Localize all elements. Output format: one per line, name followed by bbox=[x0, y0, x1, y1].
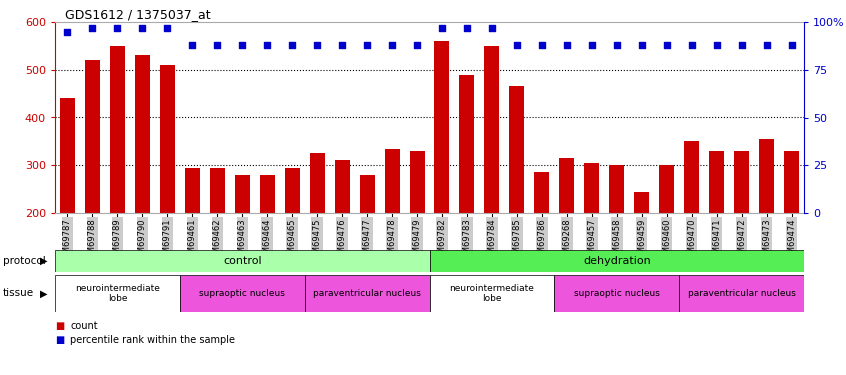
Point bbox=[435, 25, 448, 31]
Bar bbox=[535, 172, 549, 213]
Bar bbox=[409, 151, 425, 213]
Text: neurointermediate
lobe: neurointermediate lobe bbox=[75, 284, 160, 303]
Point bbox=[460, 25, 474, 31]
Point bbox=[510, 42, 524, 48]
Point bbox=[635, 42, 649, 48]
Bar bbox=[485, 46, 499, 213]
Point bbox=[560, 42, 574, 48]
Bar bbox=[310, 153, 325, 213]
Text: percentile rank within the sample: percentile rank within the sample bbox=[70, 335, 235, 345]
Point bbox=[261, 42, 274, 48]
Bar bbox=[609, 165, 624, 213]
Point bbox=[585, 42, 599, 48]
Bar bbox=[110, 46, 125, 213]
Bar bbox=[509, 87, 525, 213]
Point bbox=[535, 42, 548, 48]
Point bbox=[685, 42, 699, 48]
Text: paraventricular nucleus: paraventricular nucleus bbox=[313, 289, 421, 298]
Point bbox=[235, 42, 249, 48]
Point bbox=[310, 42, 324, 48]
Bar bbox=[734, 151, 749, 213]
Point bbox=[360, 42, 374, 48]
Bar bbox=[430, 275, 554, 312]
Text: ▶: ▶ bbox=[41, 288, 47, 298]
Bar bbox=[709, 151, 724, 213]
Bar bbox=[135, 56, 150, 213]
Bar bbox=[784, 151, 799, 213]
Text: ■: ■ bbox=[55, 335, 64, 345]
Bar bbox=[684, 141, 699, 213]
Point bbox=[285, 42, 299, 48]
Point bbox=[111, 25, 124, 31]
Text: GDS1612 / 1375037_at: GDS1612 / 1375037_at bbox=[65, 8, 211, 21]
Bar bbox=[210, 168, 225, 213]
Bar bbox=[759, 139, 774, 213]
Point bbox=[410, 42, 424, 48]
Bar bbox=[554, 275, 679, 312]
Point bbox=[735, 42, 749, 48]
Point bbox=[61, 28, 74, 34]
Point bbox=[710, 42, 723, 48]
Point bbox=[135, 25, 149, 31]
Point bbox=[610, 42, 624, 48]
Bar bbox=[585, 163, 599, 213]
Text: count: count bbox=[70, 321, 98, 331]
Text: protocol: protocol bbox=[3, 256, 46, 266]
Text: neurointermediate
lobe: neurointermediate lobe bbox=[449, 284, 535, 303]
Bar bbox=[260, 175, 275, 213]
Point bbox=[185, 42, 199, 48]
Text: paraventricular nucleus: paraventricular nucleus bbox=[688, 289, 795, 298]
Bar bbox=[360, 175, 375, 213]
Bar bbox=[679, 275, 804, 312]
Text: dehydration: dehydration bbox=[583, 256, 651, 266]
Point bbox=[760, 42, 773, 48]
Bar bbox=[459, 75, 475, 213]
Text: ▶: ▶ bbox=[41, 256, 47, 266]
Bar bbox=[184, 168, 200, 213]
Bar bbox=[335, 160, 349, 213]
Text: tissue: tissue bbox=[3, 288, 34, 298]
Text: control: control bbox=[223, 256, 261, 266]
Point bbox=[85, 25, 99, 31]
Text: supraoptic nucleus: supraoptic nucleus bbox=[200, 289, 285, 298]
Bar bbox=[55, 250, 430, 272]
Bar bbox=[55, 275, 180, 312]
Bar bbox=[234, 175, 250, 213]
Bar bbox=[160, 65, 175, 213]
Point bbox=[211, 42, 224, 48]
Bar bbox=[435, 41, 449, 213]
Bar bbox=[285, 168, 299, 213]
Bar bbox=[180, 275, 305, 312]
Bar bbox=[305, 275, 430, 312]
Bar bbox=[559, 158, 574, 213]
Point bbox=[485, 25, 498, 31]
Point bbox=[660, 42, 673, 48]
Bar bbox=[385, 148, 399, 213]
Bar bbox=[659, 165, 674, 213]
Bar bbox=[430, 250, 804, 272]
Point bbox=[785, 42, 799, 48]
Point bbox=[161, 25, 174, 31]
Point bbox=[385, 42, 398, 48]
Text: supraoptic nucleus: supraoptic nucleus bbox=[574, 289, 660, 298]
Point bbox=[335, 42, 349, 48]
Bar bbox=[634, 192, 649, 213]
Bar bbox=[60, 98, 75, 213]
Bar bbox=[85, 60, 100, 213]
Text: ■: ■ bbox=[55, 321, 64, 331]
